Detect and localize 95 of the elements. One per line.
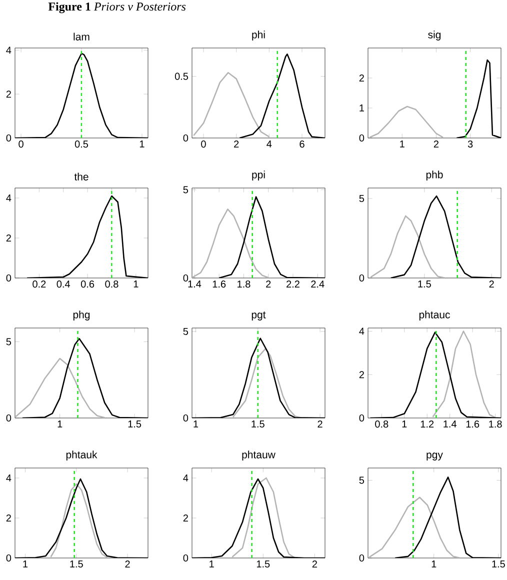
chart-title: pgt	[252, 312, 266, 320]
chart-title: phtauk	[66, 450, 98, 460]
x-tick-label: 0	[18, 140, 24, 148]
line-series	[15, 358, 106, 418]
x-tick-label: 1	[402, 420, 407, 428]
line-series	[369, 106, 444, 138]
x-tick-label: 1.5	[418, 280, 431, 288]
line-series	[368, 496, 460, 558]
y-tick-label: 2	[183, 514, 188, 522]
x-tick-label: 1.8	[489, 420, 502, 428]
y-tick-label: 4	[6, 46, 12, 54]
y-tick-label: 0.5	[174, 72, 188, 80]
x-tick-label: 1	[58, 420, 62, 428]
y-tick-label: 0	[183, 414, 188, 422]
y-tick-label: 4	[6, 474, 12, 482]
y-tick-label: 0	[6, 274, 12, 282]
y-tick-label: 0	[6, 134, 12, 142]
y-tick-label: 2	[359, 371, 364, 378]
y-tick-label: 5	[183, 328, 188, 335]
line-series	[370, 215, 446, 278]
x-tick-label: 1.8	[238, 280, 250, 288]
x-tick-label: 0.2	[32, 280, 46, 288]
x-tick-label: 1.4	[188, 280, 202, 288]
y-tick-label: 1	[360, 104, 364, 112]
x-tick-label: 1.5	[128, 420, 142, 428]
y-tick-label: 4	[359, 328, 364, 335]
chart-title: ppi	[252, 170, 265, 180]
x-tick-label: 0	[201, 140, 206, 148]
line-series	[232, 348, 302, 418]
x-tick-label: 2	[489, 280, 494, 288]
x-tick-label: 1.5	[252, 420, 264, 428]
x-tick-label: 2	[434, 140, 438, 148]
chart-title: pgy	[426, 452, 443, 460]
x-tick-label: 1.5	[70, 560, 83, 568]
x-tick-label: 1.6	[466, 420, 480, 428]
x-tick-label: 2	[125, 560, 130, 568]
chart-title: phtauw	[242, 450, 276, 460]
y-tick-label: 0	[6, 554, 12, 562]
y-tick-label: 2	[6, 234, 11, 242]
chart-title: phtauc	[419, 310, 450, 320]
line-series	[50, 483, 108, 558]
chart-title: sig	[428, 30, 441, 40]
y-tick-label: 5	[359, 194, 364, 202]
line-series	[432, 330, 496, 418]
x-tick-label: 1	[134, 280, 138, 288]
x-tick-label: 3	[468, 140, 473, 148]
x-tick-label: 2	[318, 420, 322, 428]
x-tick-label: 1.2	[420, 420, 434, 428]
x-tick-label: 2	[312, 560, 317, 568]
y-tick-label: 2	[6, 90, 11, 98]
x-tick-label: 6	[300, 140, 304, 148]
x-tick-label: 2.2	[286, 280, 300, 288]
x-tick-label: 1.6	[212, 280, 226, 288]
x-tick-label: 0.5	[74, 140, 88, 148]
x-tick-label: 0.4	[56, 280, 70, 288]
x-tick-label: 1.5	[256, 560, 270, 568]
y-tick-label: 0	[6, 414, 12, 422]
y-tick-label: 5	[183, 186, 188, 194]
x-tick-label: 1	[194, 420, 198, 428]
x-tick-label: 1	[140, 140, 144, 148]
x-tick-label: 1.5	[492, 560, 505, 568]
y-tick-label: 0	[359, 554, 364, 562]
y-tick-label: 0	[359, 134, 364, 142]
x-tick-label: 4	[266, 140, 272, 148]
chart-title: phb	[426, 170, 443, 180]
line-series	[192, 72, 270, 138]
text: Figure 1 Priors v Posteriors	[48, 2, 186, 14]
y-tick-label: 4	[6, 194, 12, 202]
chart-title: phg	[73, 310, 90, 320]
y-tick-label: 2	[359, 74, 364, 82]
x-tick-label: 1	[432, 560, 436, 568]
y-tick-label: 0	[359, 274, 364, 282]
y-tick-label: 0	[183, 274, 188, 282]
x-tick-label: 0.8	[375, 420, 388, 428]
y-tick-label: 0	[183, 134, 188, 142]
line-series	[192, 208, 269, 278]
y-tick-label: 4	[183, 474, 188, 482]
x-tick-label: 2	[234, 140, 239, 148]
x-tick-label: 1.4	[444, 420, 457, 428]
x-tick-label: 2.4	[311, 280, 324, 288]
x-tick-label: 0.8	[105, 280, 118, 288]
x-tick-label: 2	[266, 280, 271, 288]
chart-title: the	[74, 172, 88, 180]
x-tick-label: 1	[23, 560, 28, 568]
x-tick-label: 1	[400, 140, 404, 148]
y-tick-label: 5	[6, 338, 12, 346]
chart-title: phi	[252, 30, 265, 40]
y-tick-label: 0	[183, 554, 188, 562]
line-series	[232, 477, 295, 558]
y-tick-label: 2	[6, 514, 11, 522]
x-tick-label: 1	[210, 560, 214, 568]
x-tick-label: 0.6	[80, 280, 94, 288]
chart-title: lam	[74, 32, 90, 40]
y-tick-label: 5	[359, 476, 364, 484]
y-tick-label: 0	[359, 414, 364, 422]
